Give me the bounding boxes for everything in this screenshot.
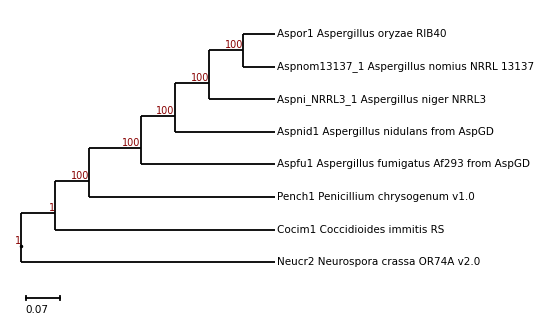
Text: 100: 100 [156,106,175,115]
Text: 1: 1 [49,204,55,213]
Text: 100: 100 [71,171,89,181]
Text: 0.07: 0.07 [26,305,49,315]
Text: Aspnom13137_1 Aspergillus nomius NRRL 13137: Aspnom13137_1 Aspergillus nomius NRRL 13… [277,61,534,72]
Text: Pench1 Penicillium chrysogenum v1.0: Pench1 Penicillium chrysogenum v1.0 [277,192,475,202]
Text: 100: 100 [191,73,209,83]
Text: Aspfu1 Aspergillus fumigatus Af293 from AspGD: Aspfu1 Aspergillus fumigatus Af293 from … [277,159,530,169]
Text: 100: 100 [122,138,141,148]
Text: Aspor1 Aspergillus oryzae RIB40: Aspor1 Aspergillus oryzae RIB40 [277,29,447,39]
Text: 100: 100 [225,40,243,50]
Text: 1: 1 [15,236,21,246]
Text: Neucr2 Neurospora crassa OR74A v2.0: Neucr2 Neurospora crassa OR74A v2.0 [277,257,480,267]
Text: Aspni_NRRL3_1 Aspergillus niger NRRL3: Aspni_NRRL3_1 Aspergillus niger NRRL3 [277,94,486,105]
Text: Aspnid1 Aspergillus nidulans from AspGD: Aspnid1 Aspergillus nidulans from AspGD [277,127,494,137]
Text: Cocim1 Coccidioides immitis RS: Cocim1 Coccidioides immitis RS [277,225,445,235]
